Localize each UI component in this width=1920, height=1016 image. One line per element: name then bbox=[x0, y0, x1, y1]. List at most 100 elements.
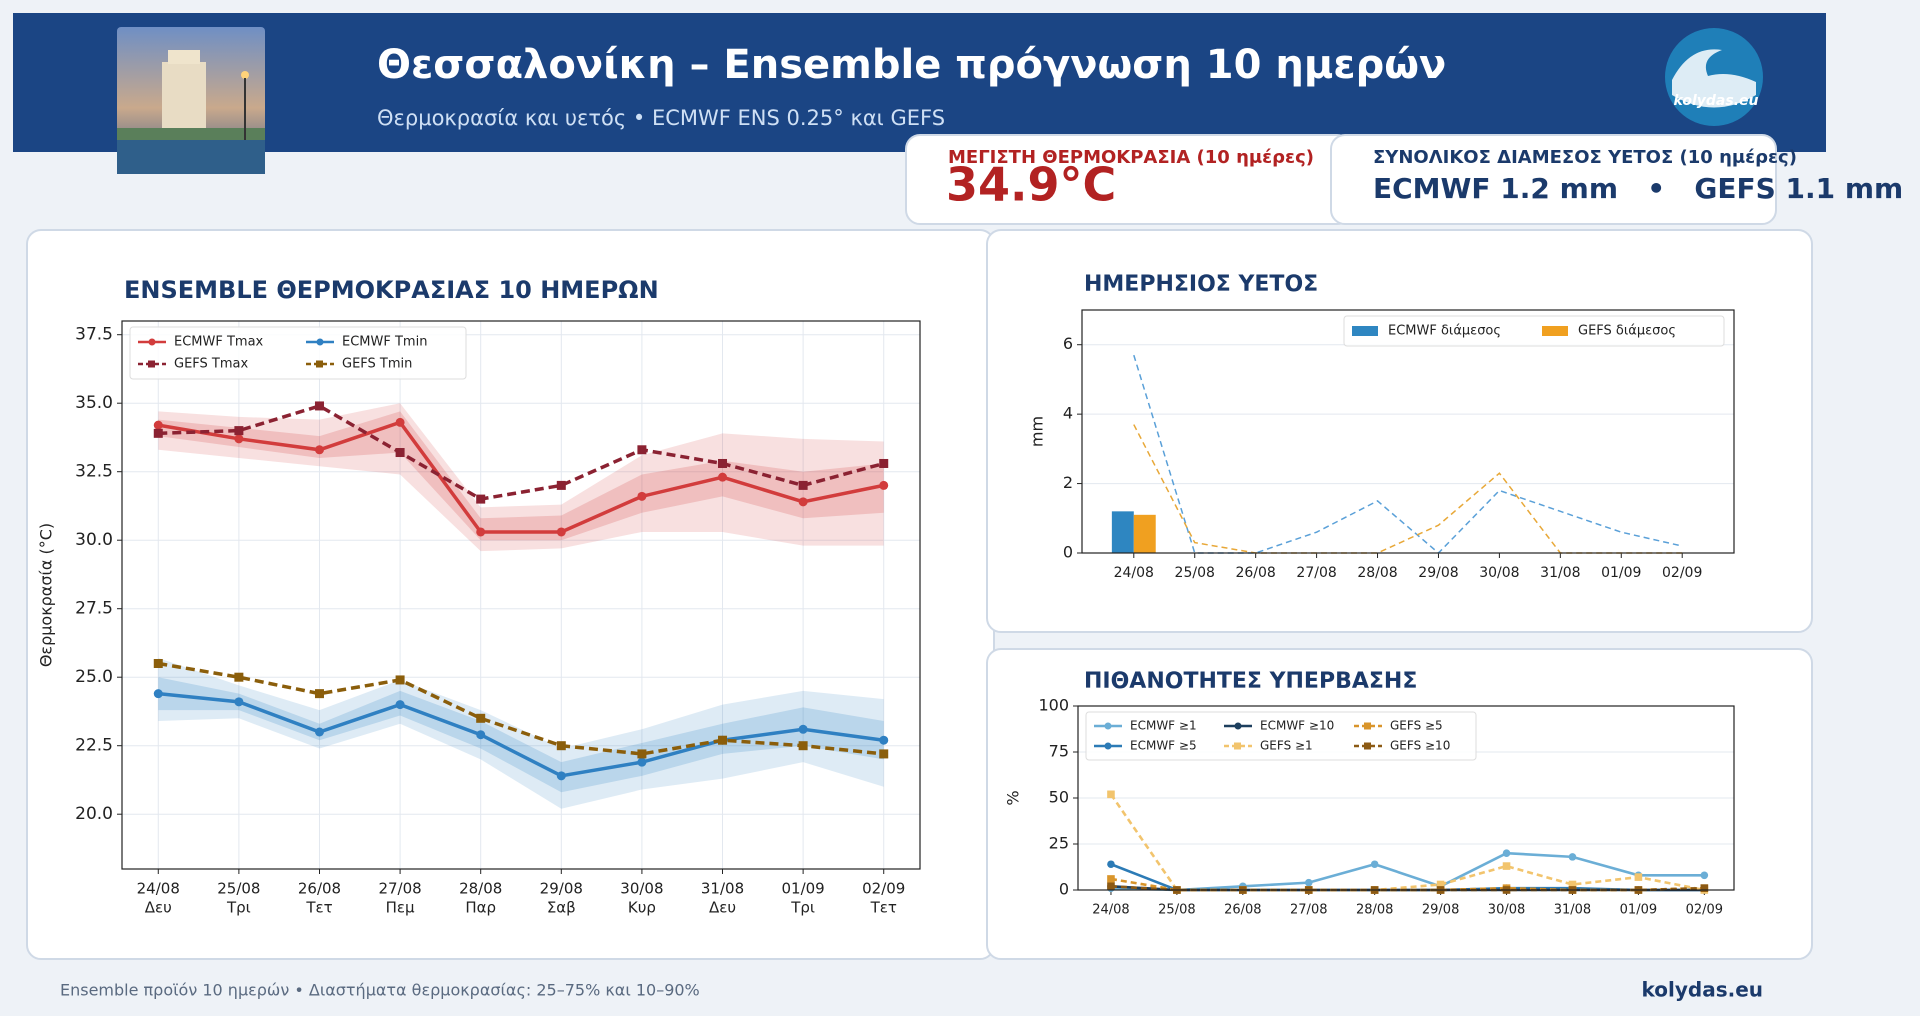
x-tick-label: 26/08 bbox=[298, 880, 341, 898]
line bbox=[157, 661, 884, 756]
marker bbox=[234, 434, 244, 444]
x-tick-label: 28/08 bbox=[459, 880, 502, 898]
marker bbox=[314, 689, 324, 699]
footer-brand: kolydas.eu bbox=[1641, 978, 1763, 1002]
y-tick-label: 2 bbox=[1063, 473, 1073, 492]
bar bbox=[1133, 514, 1156, 553]
marker bbox=[234, 426, 244, 436]
line bbox=[157, 420, 885, 534]
y-tick-label: 0 bbox=[1063, 543, 1073, 562]
marker bbox=[637, 749, 647, 759]
x-tick-label: 27/08 bbox=[1290, 903, 1327, 918]
marker bbox=[798, 724, 808, 734]
legend-box bbox=[1343, 315, 1725, 347]
plot-frame bbox=[1077, 705, 1735, 891]
legend-marker bbox=[1234, 722, 1242, 730]
chart-title: ΗΜΕΡΗΣΙΟΣ ΥΕΤΟΣ bbox=[1084, 272, 1318, 297]
marker bbox=[798, 497, 808, 507]
x-tick-sublabel: Τρι bbox=[790, 899, 815, 917]
marker bbox=[879, 735, 889, 745]
y-tick-label: 30.0 bbox=[75, 530, 113, 550]
legend-marker bbox=[1364, 722, 1371, 730]
marker bbox=[718, 735, 728, 745]
x-tick-label: 29/08 bbox=[540, 880, 583, 898]
x-tick-label: 24/08 bbox=[1092, 903, 1129, 918]
legend-marker bbox=[1104, 722, 1112, 730]
legend-box bbox=[1085, 711, 1477, 761]
x-tick-label: 30/08 bbox=[1488, 903, 1525, 918]
x-tick-sublabel: Κυρ bbox=[628, 899, 656, 917]
header-photo bbox=[117, 27, 265, 174]
bar bbox=[1111, 511, 1134, 553]
marker bbox=[1700, 884, 1709, 892]
marker bbox=[1568, 853, 1577, 861]
legend-label: ECMWF ≥5 bbox=[1130, 739, 1197, 753]
legend-label: GEFS ≥5 bbox=[1390, 719, 1443, 733]
x-tick-sublabel: Πεμ bbox=[386, 899, 415, 917]
charts: ENSEMBLE ΘΕΡΜΟΚΡΑΣΙΑΣ 10 ΗΜΕΡΩΝ Θερμοκρασ… bbox=[37, 272, 1735, 918]
x-tick-label: 29/08 bbox=[1422, 903, 1459, 918]
x-tick-label: 31/08 bbox=[701, 880, 744, 898]
marker bbox=[153, 428, 163, 438]
marker bbox=[1568, 880, 1577, 889]
chart-title: ENSEMBLE ΘΕΡΜΟΚΡΑΣΙΑΣ 10 ΗΜΕΡΩΝ bbox=[124, 276, 659, 304]
marker bbox=[234, 697, 244, 707]
y-tick-label: 35.0 bbox=[75, 393, 113, 413]
legend-marker bbox=[1104, 742, 1112, 750]
legend-label: ECMWF Tmin bbox=[342, 335, 427, 350]
marker bbox=[395, 700, 405, 710]
marker bbox=[637, 445, 647, 455]
x-tick-label: 01/09 bbox=[782, 880, 825, 898]
marker bbox=[153, 689, 163, 699]
marker bbox=[314, 401, 324, 411]
marker bbox=[1436, 880, 1445, 889]
legend-swatch bbox=[1352, 326, 1378, 336]
header-title: Θεσσαλονίκη – Ensemble πρόγνωση 10 ημερώ… bbox=[377, 42, 1446, 88]
marker bbox=[879, 458, 889, 468]
card-label: ΣΥΝΟΛΙΚΟΣ ΔΙΑΜΕΣΟΣ ΥΕΤΟΣ (10 ημέρες) bbox=[1373, 147, 1797, 168]
x-tick-label: 31/08 bbox=[1554, 903, 1591, 918]
legend-label: ECMWF ≥10 bbox=[1260, 719, 1334, 733]
marker bbox=[1502, 862, 1511, 870]
x-tick-label: 28/08 bbox=[1357, 565, 1397, 581]
band bbox=[158, 677, 884, 793]
marker bbox=[718, 458, 728, 468]
footer-note: Ensemble προϊόν 10 ημερών • Διαστήματα θ… bbox=[60, 981, 700, 1000]
x-tick-label: 24/08 bbox=[1114, 565, 1154, 581]
marker bbox=[476, 713, 486, 723]
marker bbox=[798, 741, 808, 751]
line bbox=[158, 691, 884, 778]
marker bbox=[1107, 882, 1115, 891]
x-tick-sublabel: Δευ bbox=[145, 899, 172, 917]
marker bbox=[395, 675, 405, 685]
y-tick-label: 75 bbox=[1049, 742, 1069, 761]
chart-title: ΠΙΘΑΝΟΤΗΤΕΣ ΥΠΕΡΒΑΣΗΣ bbox=[1084, 669, 1417, 694]
y-axis-label: % bbox=[1004, 790, 1023, 805]
legend-label: GEFS διάμεσος bbox=[1578, 324, 1676, 339]
y-tick-label: 37.5 bbox=[75, 325, 113, 345]
y-tick-label: 50 bbox=[1049, 788, 1069, 807]
card-value: ECMWF 1.2 mm • GEFS 1.1 mm bbox=[1373, 172, 1903, 205]
y-tick-label: 0 bbox=[1059, 880, 1069, 899]
marker bbox=[1370, 860, 1379, 869]
y-tick-label: 100 bbox=[1038, 696, 1069, 715]
marker bbox=[153, 659, 163, 668]
marker bbox=[476, 730, 486, 740]
y-tick-label: 27.5 bbox=[75, 599, 113, 619]
marker bbox=[476, 494, 486, 504]
logo: kolydas.eu bbox=[1665, 28, 1763, 126]
y-tick-label: 22.5 bbox=[75, 736, 113, 756]
marker bbox=[798, 480, 808, 490]
x-tick-label: 01/09 bbox=[1601, 565, 1641, 581]
plot-frame bbox=[1081, 309, 1735, 554]
x-tick-label: 25/08 bbox=[217, 880, 260, 898]
x-tick-sublabel: Σαβ bbox=[547, 899, 576, 917]
marker bbox=[879, 480, 889, 490]
marker bbox=[314, 727, 324, 737]
marker bbox=[1634, 873, 1643, 881]
x-tick-label: 25/08 bbox=[1158, 903, 1195, 918]
x-tick-label: 27/08 bbox=[378, 880, 421, 898]
y-axis-label: mm bbox=[1028, 416, 1047, 447]
